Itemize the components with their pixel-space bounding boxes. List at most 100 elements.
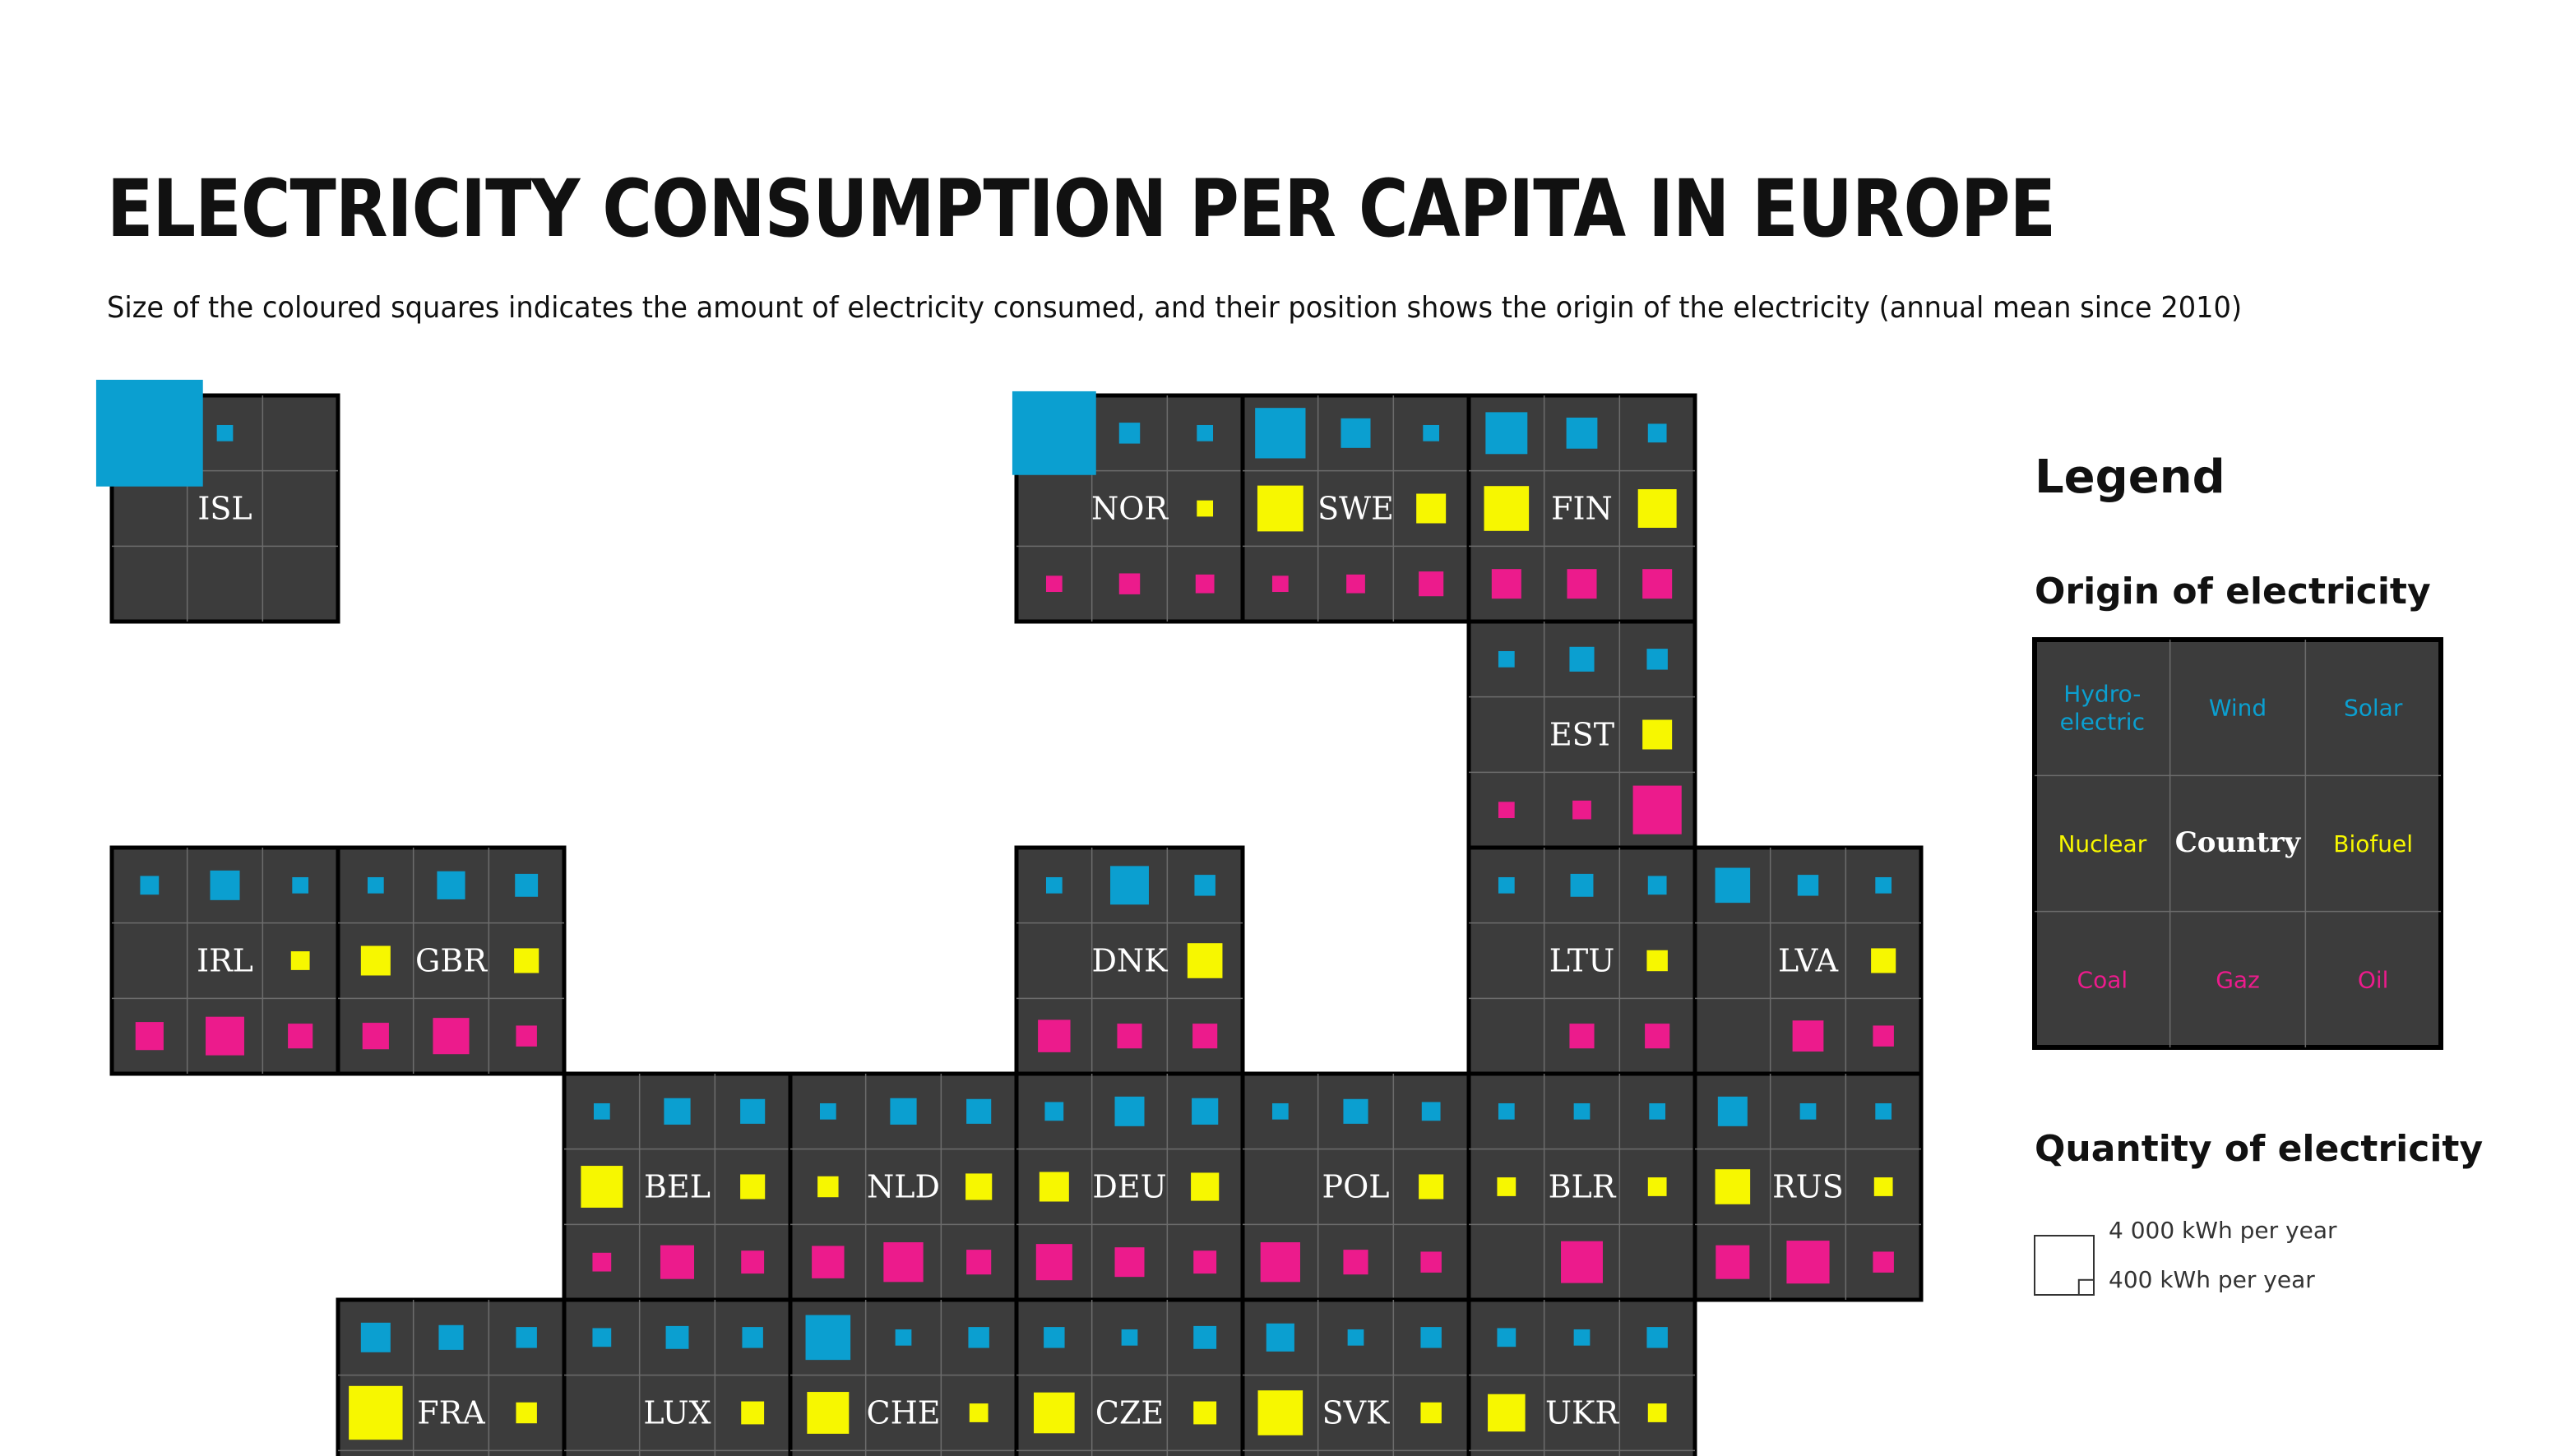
country-tile-lux: LUX (562, 1297, 793, 1456)
square-hydro (95, 379, 203, 487)
country-code-label: IRL (197, 943, 253, 979)
square-solar (1646, 1327, 1668, 1348)
square-nuclear (1257, 1390, 1303, 1435)
square-gaz (1114, 1247, 1145, 1278)
square-biofuel (514, 948, 539, 973)
square-biofuel (1416, 493, 1447, 524)
square-hydro (819, 1102, 836, 1120)
square-coal (1716, 1245, 1750, 1279)
country-tile-nor: NOR (1012, 391, 1245, 624)
square-wind (1573, 1329, 1591, 1346)
square-solar (515, 873, 539, 897)
square-solar (1647, 423, 1667, 443)
square-hydro (360, 1322, 391, 1352)
square-oil (966, 1250, 992, 1275)
square-coal (362, 1023, 389, 1050)
quantity-square-small (2077, 1278, 2095, 1296)
square-oil (1873, 1251, 1894, 1273)
square-biofuel (965, 1173, 993, 1200)
square-wind (665, 1325, 689, 1349)
country-tile-isl: ISL (95, 379, 340, 624)
legend-cell-label: Oil (2358, 966, 2389, 993)
square-gaz (1569, 1024, 1595, 1049)
square-solar (740, 1098, 766, 1124)
square-biofuel (1419, 1174, 1444, 1199)
country-tile-cze: CZE (1014, 1297, 1245, 1456)
square-wind (1121, 1329, 1138, 1346)
square-oil (1193, 1250, 1217, 1274)
country-code-label: POL (1322, 1169, 1390, 1205)
square-biofuel (1642, 719, 1673, 750)
square-coal (1498, 802, 1515, 819)
country-tile-che: CHE (788, 1297, 1019, 1456)
square-nuclear (1715, 1169, 1751, 1204)
country-code-label: DNK (1091, 943, 1168, 979)
country-code-label: SVK (1322, 1395, 1390, 1431)
square-gaz (433, 1018, 470, 1055)
square-gaz (206, 1016, 244, 1056)
country-tile-lva: LVA (1692, 845, 1924, 1076)
country-code-label: GBR (415, 943, 488, 979)
country-code-label: FIN (1551, 491, 1613, 527)
square-hydro (592, 1328, 612, 1347)
square-wind (1341, 418, 1371, 448)
country-code-label: EST (1549, 717, 1614, 753)
country-code-label: DEU (1092, 1169, 1166, 1205)
country-code-label: LVA (1778, 943, 1839, 979)
legend-cell-label: Wind (2209, 695, 2267, 722)
square-wind (890, 1098, 917, 1125)
square-solar (1875, 876, 1892, 894)
legend-cell-label: Gaz (2216, 966, 2260, 993)
country-tile-deu: DEU (1014, 1071, 1245, 1302)
square-coal (1038, 1019, 1071, 1052)
square-wind (1797, 875, 1819, 896)
square-nuclear (1257, 485, 1303, 532)
square-hydro (367, 876, 384, 894)
square-oil (741, 1250, 765, 1274)
square-hydro (1498, 1102, 1515, 1120)
square-coal (592, 1252, 612, 1272)
square-solar (742, 1327, 763, 1348)
square-hydro (1045, 876, 1063, 894)
square-solar (1875, 1102, 1892, 1120)
country-code-label: BLR (1549, 1169, 1617, 1205)
square-oil (1192, 1024, 1218, 1049)
square-hydro (1715, 867, 1751, 904)
quantity-square-big (2034, 1235, 2095, 1296)
country-code-label: CHE (867, 1395, 941, 1431)
country-code-label: LUX (643, 1395, 711, 1431)
square-solar (968, 1327, 989, 1348)
square-biofuel (1193, 1401, 1217, 1425)
country-code-label: NOR (1091, 491, 1169, 527)
square-nuclear (1039, 1172, 1069, 1202)
square-oil (1419, 571, 1444, 597)
square-solar (516, 1327, 537, 1348)
square-hydro (1266, 1323, 1294, 1352)
square-solar (1649, 1102, 1666, 1120)
square-oil (1420, 1251, 1442, 1273)
square-biofuel (1873, 1177, 1893, 1196)
square-nuclear (360, 945, 391, 976)
legend-cell-label: Biofuel (2333, 830, 2413, 857)
square-biofuel (1191, 1172, 1220, 1201)
square-wind (1799, 1102, 1817, 1120)
square-gaz (660, 1245, 695, 1279)
square-hydro (1485, 412, 1528, 455)
square-solar (1192, 1098, 1219, 1125)
square-wind (1569, 646, 1595, 672)
country-tile-irl: IRL (109, 845, 340, 1076)
legend-cell-label: Country (2175, 826, 2302, 859)
square-biofuel (1420, 1402, 1442, 1424)
square-wind (895, 1329, 912, 1346)
legend-quantity-key (2034, 1235, 2095, 1296)
square-solar (1193, 1325, 1217, 1349)
square-wind (1566, 417, 1598, 449)
square-coal (1260, 1242, 1300, 1283)
square-nuclear (807, 1392, 850, 1434)
square-wind (1343, 1098, 1368, 1124)
square-oil (288, 1024, 313, 1049)
square-oil (516, 1025, 537, 1047)
chart-subtitle: Size of the coloured squares indicates t… (107, 291, 2243, 325)
square-coal (1491, 569, 1521, 599)
legend-cell-label: Nuclear (2058, 830, 2146, 857)
